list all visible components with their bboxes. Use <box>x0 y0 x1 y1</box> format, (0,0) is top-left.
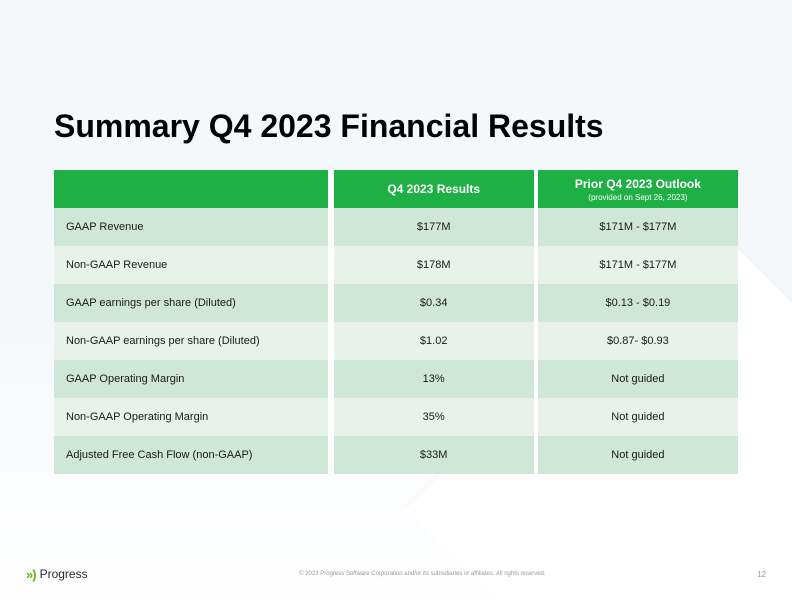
table-row: Non-GAAP earnings per share (Diluted)$1.… <box>54 322 738 360</box>
footer: ») Progress © 2023 Progress Software Cor… <box>26 564 766 584</box>
row-results: $178M <box>334 246 534 284</box>
logo: ») Progress <box>26 567 88 582</box>
row-label: GAAP Revenue <box>54 208 328 246</box>
row-results: 35% <box>334 398 534 436</box>
table-row: Adjusted Free Cash Flow (non-GAAP)$33MNo… <box>54 436 738 474</box>
header-outlook-title: Prior Q4 2023 Outlook <box>575 177 701 191</box>
page-number: 12 <box>757 570 766 579</box>
row-label: Adjusted Free Cash Flow (non-GAAP) <box>54 436 328 474</box>
financial-table: Q4 2023 Results Prior Q4 2023 Outlook (p… <box>54 170 738 474</box>
row-results: $177M <box>334 208 534 246</box>
row-results: 13% <box>334 360 534 398</box>
row-results: $1.02 <box>334 322 534 360</box>
copyright-text: © 2023 Progress Software Corporation and… <box>88 571 758 577</box>
row-label: GAAP earnings per share (Diluted) <box>54 284 328 322</box>
row-outlook: Not guided <box>538 360 738 398</box>
row-outlook: $0.13 - $0.19 <box>538 284 738 322</box>
row-outlook: Not guided <box>538 398 738 436</box>
page-title: Summary Q4 2023 Financial Results <box>54 108 604 145</box>
table-row: GAAP Operating Margin13%Not guided <box>54 360 738 398</box>
slide: Summary Q4 2023 Financial Results Q4 202… <box>0 0 792 612</box>
logo-icon: ») <box>26 567 36 582</box>
row-label: Non-GAAP Revenue <box>54 246 328 284</box>
table-row: GAAP Revenue$177M$171M - $177M <box>54 208 738 246</box>
header-results: Q4 2023 Results <box>334 170 534 208</box>
row-label: Non-GAAP earnings per share (Diluted) <box>54 322 328 360</box>
row-outlook: $171M - $177M <box>538 208 738 246</box>
row-label: Non-GAAP Operating Margin <box>54 398 328 436</box>
table-row: Non-GAAP Revenue$178M$171M - $177M <box>54 246 738 284</box>
row-results: $33M <box>334 436 534 474</box>
header-outlook: Prior Q4 2023 Outlook (provided on Sept … <box>538 170 738 208</box>
table-row: Non-GAAP Operating Margin35%Not guided <box>54 398 738 436</box>
row-outlook: Not guided <box>538 436 738 474</box>
table-row: GAAP earnings per share (Diluted)$0.34$0… <box>54 284 738 322</box>
row-results: $0.34 <box>334 284 534 322</box>
header-blank <box>54 170 328 208</box>
header-outlook-sub: (provided on Sept 26, 2023) <box>538 193 738 202</box>
table-header-row: Q4 2023 Results Prior Q4 2023 Outlook (p… <box>54 170 738 208</box>
row-label: GAAP Operating Margin <box>54 360 328 398</box>
row-outlook: $171M - $177M <box>538 246 738 284</box>
logo-text: Progress <box>40 567 88 581</box>
row-outlook: $0.87- $0.93 <box>538 322 738 360</box>
